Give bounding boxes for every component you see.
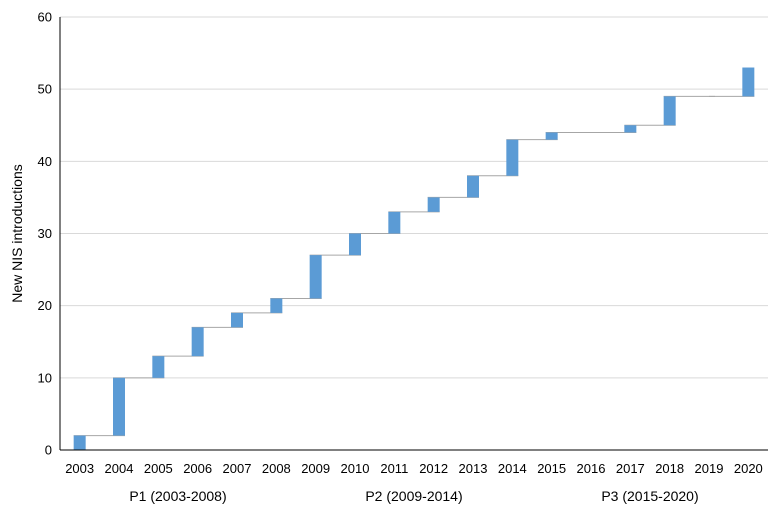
bar-2007 — [231, 312, 243, 328]
y-tick-label: 60 — [38, 10, 52, 25]
x-tick-label: 2005 — [144, 461, 173, 476]
x-tick-labels: 2003 2004 2005 2006 2007 2008 2009 2010 2011 2012… — [65, 461, 763, 476]
gridlines — [60, 16, 768, 379]
bar-2014 — [506, 139, 519, 176]
x-tick-label: 2016 — [577, 461, 606, 476]
bar-2008 — [270, 298, 283, 313]
y-tick-label: 40 — [38, 154, 52, 169]
bar-2013 — [467, 175, 479, 198]
bar-2010 — [349, 233, 361, 256]
x-tick-label: 2009 — [301, 461, 330, 476]
x-tick-label: 2013 — [459, 461, 488, 476]
bar-2009 — [309, 255, 322, 299]
y-tick-label: 10 — [38, 370, 52, 385]
period-labels: P1 (2003-2008) P2 (2009-2014) P3 (2015-202… — [129, 488, 698, 504]
period-label: P1 (2003-2008) — [129, 488, 226, 504]
x-tick-label: 2008 — [262, 461, 291, 476]
period-label: P2 (2009-2014) — [365, 488, 462, 504]
x-tick-label: 2020 — [734, 461, 763, 476]
bars — [73, 67, 755, 450]
x-tick-label: 2014 — [498, 461, 527, 476]
x-tick-label: 2018 — [655, 461, 684, 476]
axes — [59, 17, 768, 451]
bar-2004 — [113, 377, 125, 436]
bar-2011 — [388, 211, 401, 234]
bar-2015 — [545, 132, 558, 140]
bar-2012 — [427, 197, 440, 212]
y-tick-label: 0 — [45, 443, 52, 458]
x-tick-label: 2007 — [223, 461, 252, 476]
bar-2017 — [624, 125, 637, 133]
bar-2018 — [663, 96, 676, 126]
x-tick-label: 2012 — [419, 461, 448, 476]
bar-2005 — [152, 356, 165, 378]
connector-lines — [73, 95, 755, 437]
x-tick-label: 2015 — [537, 461, 566, 476]
x-tick-label: 2011 — [380, 461, 408, 476]
y-axis-title: New NIS introductions — [9, 164, 25, 303]
x-tick-label: 2006 — [183, 461, 212, 476]
y-tick-labels: 0 10 20 30 40 50 60 — [38, 10, 52, 458]
y-tick-label: 30 — [38, 226, 52, 241]
x-tick-label: 2010 — [341, 461, 370, 476]
bar-2006 — [191, 327, 204, 357]
x-tick-label: 2003 — [65, 461, 94, 476]
bar-2003 — [73, 435, 86, 450]
period-label: P3 (2015-2020) — [601, 488, 698, 504]
bar-2020 — [742, 67, 755, 97]
y-tick-label: 20 — [38, 298, 52, 313]
x-tick-label: 2017 — [616, 461, 645, 476]
x-tick-label: 2004 — [105, 461, 134, 476]
y-tick-label: 50 — [38, 82, 52, 97]
x-tick-label: 2019 — [695, 461, 724, 476]
